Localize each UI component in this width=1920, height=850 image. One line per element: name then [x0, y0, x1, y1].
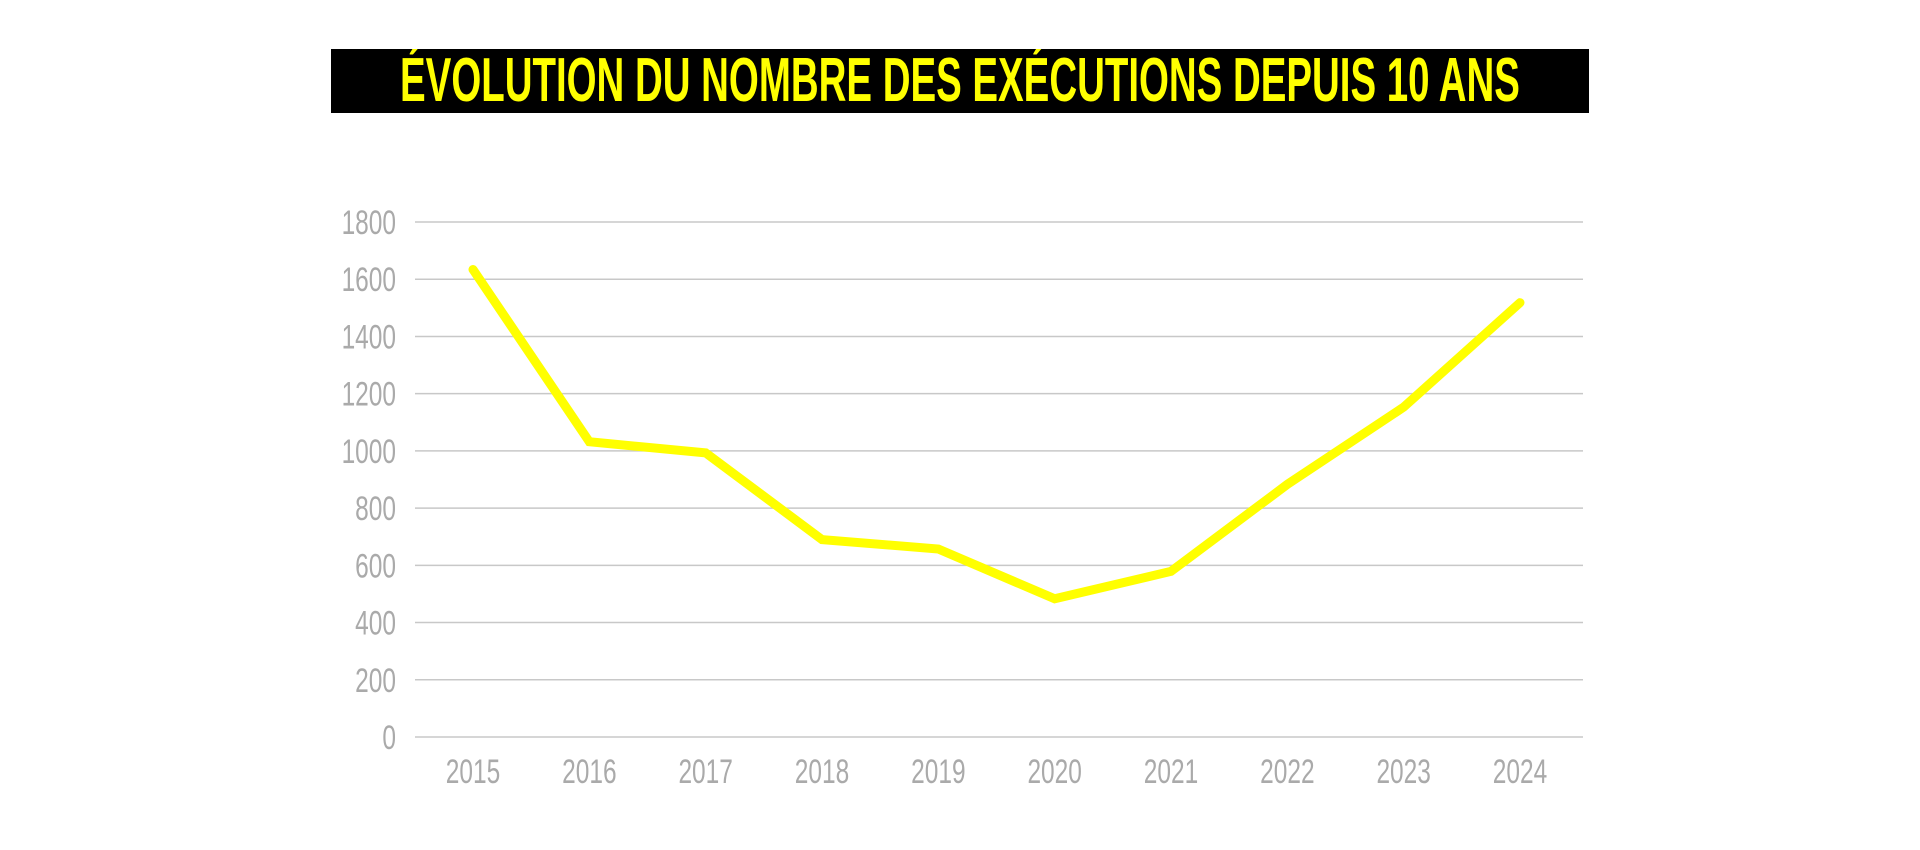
x-tick-label: 2018	[795, 753, 849, 791]
y-tick-label: 1200	[342, 376, 396, 414]
x-tick-label: 2015	[446, 753, 500, 791]
x-tick-label: 2016	[562, 753, 616, 791]
y-tick-label: 0	[382, 719, 396, 757]
y-tick-label: 600	[355, 547, 396, 585]
y-tick-label: 800	[355, 490, 396, 528]
x-tick-label: 2019	[911, 753, 965, 791]
chart-title: ÉVOLUTION DU NOMBRE DES EXÉCUTIONS DEPUI…	[400, 49, 1520, 113]
y-tick-label: 1600	[342, 261, 396, 299]
chart-title-box: ÉVOLUTION DU NOMBRE DES EXÉCUTIONS DEPUI…	[331, 49, 1589, 113]
y-axis-ticks: 0 200 400 600 800 1000 1200 1400 1600 1800	[342, 204, 396, 757]
y-tick-label: 1400	[342, 319, 396, 357]
x-tick-label: 2021	[1144, 753, 1198, 791]
x-tick-label: 2024	[1493, 753, 1547, 791]
x-axis-ticks: 2015 2016 2017 2018 2019 2020 2021 2022 2023 2024	[446, 753, 1547, 791]
y-tick-label: 200	[355, 662, 396, 700]
x-tick-label: 2022	[1260, 753, 1314, 791]
x-tick-label: 2017	[678, 753, 732, 791]
series-line	[468, 264, 1525, 604]
x-tick-label: 2023	[1376, 753, 1430, 791]
y-tick-label: 1800	[342, 204, 396, 242]
x-tick-label: 2020	[1027, 753, 1081, 791]
y-tick-label: 1000	[342, 433, 396, 471]
y-tick-label: 400	[355, 605, 396, 643]
series-line-group	[468, 264, 1525, 604]
gridlines	[415, 221, 1583, 738]
